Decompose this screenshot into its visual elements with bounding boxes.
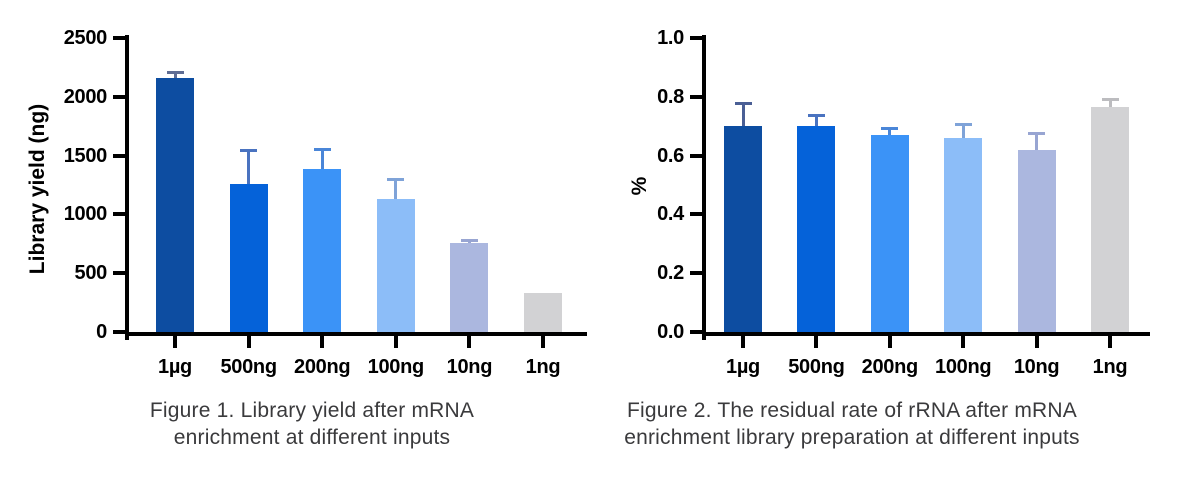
x-axis-tick: [541, 336, 545, 348]
figure-2-caption-line-2: enrichment library preparation at differ…: [624, 426, 1080, 449]
figure-2-caption: Figure 2. The residual rate of rRNA afte…: [572, 397, 1132, 451]
x-category-label: 1ng: [525, 356, 561, 378]
x-axis-tick: [320, 336, 325, 348]
error-bar-cap: [460, 238, 478, 242]
x-category-label: 500ng: [788, 356, 845, 378]
y-tick-label: 0.0: [657, 321, 684, 343]
y-tick-label: 2000: [63, 85, 108, 108]
bar-100ng: [944, 137, 983, 332]
x-category-label: 100ng: [367, 356, 425, 378]
y-axis-tick: [690, 153, 702, 158]
error-bar-stem: [247, 151, 251, 187]
x-category-label: 200ng: [861, 356, 919, 378]
x-axis-tick: [173, 336, 177, 348]
y-tick-label: 0.2: [657, 262, 684, 285]
y-axis-tick: [113, 330, 125, 334]
error-bar-stem: [1035, 133, 1039, 152]
error-bar-cap: [313, 148, 331, 152]
x-axis-tick: [246, 336, 251, 348]
y-axis-tick: [113, 271, 125, 276]
y-tick-label: 0.4: [657, 203, 684, 226]
x-axis-tick: [467, 336, 472, 348]
x-axis-tick: [887, 336, 892, 348]
bar-200ng: [303, 168, 342, 332]
y-axis-tick: [690, 212, 702, 217]
bar-100ng: [376, 198, 415, 332]
x-category-label: 1µg: [726, 356, 760, 378]
x-axis-baseline: [125, 332, 587, 336]
error-bar-cap: [881, 127, 899, 131]
y-axis-tick: [690, 271, 702, 276]
error-bar-cap: [734, 102, 752, 106]
x-axis-tick: [741, 336, 745, 348]
figure-2-caption-line-1: Figure 2. The residual rate of rRNA afte…: [627, 399, 1077, 422]
error-bar-cap: [954, 122, 972, 126]
x-axis-tick: [814, 336, 819, 348]
x-category-label: 100ng: [935, 356, 992, 378]
x-category-label: 1µg: [158, 356, 192, 378]
x-category-label: 200ng: [294, 356, 351, 378]
x-category-label: 1ng: [1092, 356, 1128, 378]
y-axis-spine: [702, 35, 706, 340]
y-axis-tick: [690, 36, 702, 40]
y-tick-label: 1.0: [657, 27, 684, 49]
figure-1-caption: Figure 1. Library yield after mRNA enric…: [32, 397, 592, 451]
figure-2-rrna-residual-chart: % 0.0 0.2 0.4 0.6 0.8 1.0 1µg 500ng 200ng 100ng 10…: [600, 0, 1200, 480]
y-axis-spine: [125, 35, 129, 340]
error-bar-stem: [888, 129, 892, 137]
error-bar-cap: [807, 113, 825, 117]
bar-200ng: [870, 135, 909, 332]
error-bar-stem: [741, 104, 745, 129]
y-axis-tick: [690, 330, 702, 334]
y-axis-tick: [113, 94, 125, 99]
figure-1-caption-line-1: Figure 1. Library yield after mRNA: [149, 399, 475, 422]
error-bar-stem: [173, 73, 177, 80]
error-bar-stem: [320, 150, 324, 171]
x-axis-tick: [393, 336, 398, 348]
y-tick-label: 0.8: [657, 85, 684, 108]
y-tick-label: 1000: [63, 203, 108, 226]
figure-1-plot-area: 0 500 1000 1500 2000 2500 1µg 500ng 200ng 100ng 10…: [63, 27, 587, 378]
bar-10ng: [450, 242, 489, 332]
y-tick-label: 0: [96, 321, 107, 343]
bar-500ng: [229, 184, 268, 332]
y-axis-tick: [113, 212, 125, 217]
error-bar-stem: [1108, 99, 1112, 110]
error-bar-cap: [166, 71, 184, 75]
y-tick-label: 2500: [63, 27, 108, 49]
y-tick-label: 1500: [63, 144, 108, 167]
bar-1ng: [524, 293, 562, 332]
error-bar-stem: [394, 179, 398, 201]
x-category-label: 10ng: [1013, 356, 1060, 378]
error-bar-cap: [387, 177, 405, 181]
y-axis-tick: [113, 153, 125, 158]
x-axis-baseline: [702, 332, 1150, 336]
error-bar-cap: [1028, 131, 1046, 135]
y-axis-tick: [690, 94, 702, 99]
bar-1ng: [1091, 107, 1129, 332]
bar-1µg: [156, 77, 194, 332]
y-tick-label: 500: [74, 262, 108, 285]
figure-1-caption-line-2: enrichment at different inputs: [173, 426, 451, 449]
bar-10ng: [1017, 149, 1056, 332]
x-axis-tick: [1034, 336, 1039, 348]
figure-1-library-yield-chart: Library yield (ng) 0 500 1000 1500 2000 2500 1…: [26, 27, 592, 451]
y-axis-tick: [113, 36, 125, 40]
figure-2-plot-area: 0.0 0.2 0.4 0.6 0.8 1.0 1µg 500ng 200ng 100ng 10ng…: [600, 0, 1200, 480]
error-bar-cap: [240, 149, 258, 153]
error-bar-stem: [814, 115, 818, 129]
bar-500ng: [797, 126, 836, 332]
bar-1µg: [724, 126, 762, 332]
y-tick-label: 0.6: [657, 144, 684, 167]
error-bar-stem: [961, 124, 965, 140]
x-axis-tick: [961, 336, 966, 348]
x-category-label: 10ng: [446, 356, 493, 378]
x-axis-tick: [1108, 336, 1112, 348]
x-category-label: 500ng: [220, 356, 277, 378]
error-bar-cap: [1101, 97, 1119, 101]
